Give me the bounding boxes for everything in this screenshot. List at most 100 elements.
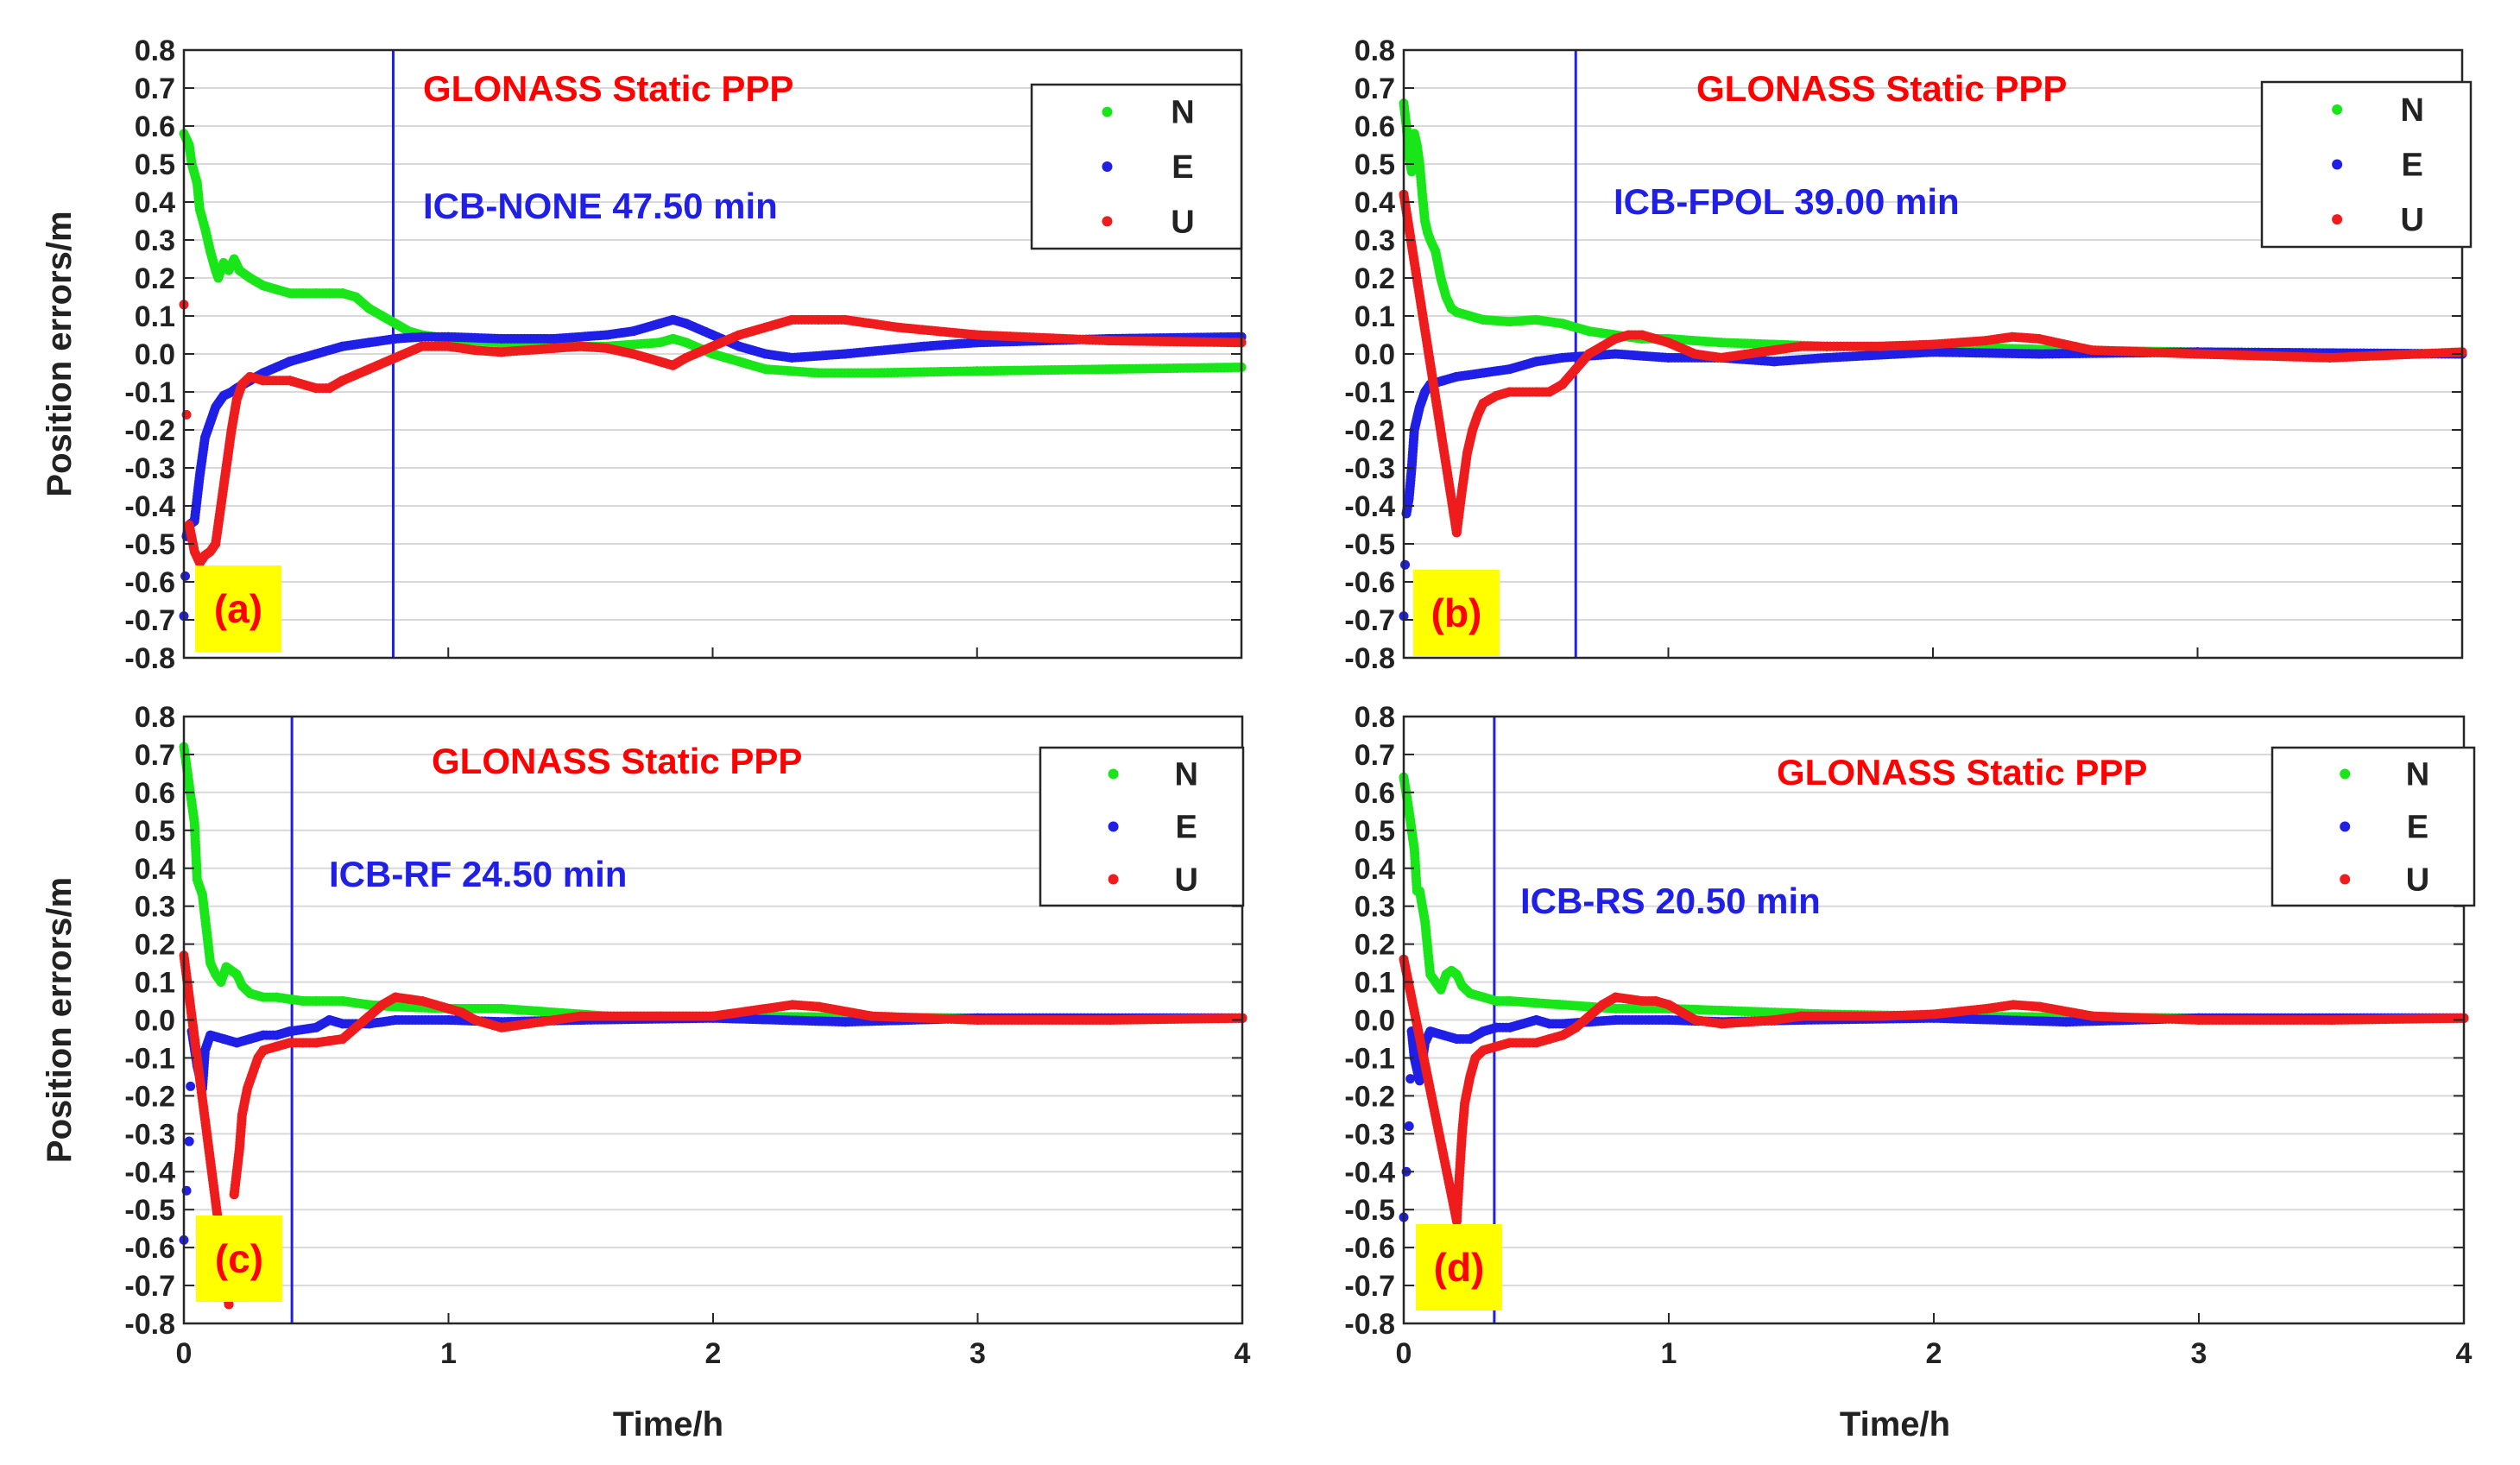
y-tick-label: 0.2 — [135, 262, 175, 295]
y-tick-label: -0.8 — [124, 642, 175, 675]
chart-title: GLONASS Static PPP — [1696, 68, 2067, 109]
y-tick-label: 0.7 — [135, 739, 175, 772]
legend-marker-E — [1102, 161, 1113, 172]
x-tick-label: 2 — [705, 1337, 722, 1370]
y-tick-label: 0.0 — [135, 1005, 175, 1038]
series-U — [1399, 189, 2467, 538]
y-tick-label: 0.4 — [135, 853, 175, 886]
y-axis-label: Position errors/m — [41, 211, 79, 496]
y-tick-label: 0.0 — [135, 338, 175, 371]
legend-label-E: E — [2402, 148, 2423, 184]
panel-label: (c) — [215, 1236, 263, 1281]
panel-label: (b) — [1431, 590, 1482, 635]
y-tick-label: -0.2 — [1344, 414, 1395, 447]
y-tick-label: -0.7 — [124, 604, 175, 637]
y-tick-label: 0.7 — [1355, 73, 1395, 105]
chart-panel-b: -0.8 -0.7 -0.6 -0.5 -0.4 -0.3 -0.2 -0.1 0.0 0.1 0.… — [1344, 35, 2473, 675]
legend-marker-N — [2332, 104, 2343, 115]
y-tick-label: -0.6 — [124, 1232, 175, 1265]
y-tick-label: 0.8 — [1355, 35, 1395, 67]
y-tick-label: -0.1 — [124, 1042, 175, 1075]
y-tick-label: 0.7 — [135, 73, 175, 105]
convergence-annotation: ICB-NONE 47.50 min — [423, 186, 778, 226]
chart-panel-a: -0.8 -0.7 -0.6 -0.5 -0.4 -0.3 -0.2 -0.1 0.0 0.1 0.… — [41, 35, 1247, 675]
legend-box — [2260, 80, 2473, 249]
y-tick-label: -0.8 — [1344, 642, 1395, 675]
y-tick-label: 0.6 — [135, 111, 175, 143]
legend-label-N: N — [1171, 95, 1194, 131]
legend-box — [1039, 746, 1245, 907]
legend-label-U: U — [2401, 202, 2424, 238]
legend: NEU — [2260, 80, 2473, 249]
y-tick-label: -0.5 — [1344, 528, 1395, 561]
x-tick-label: 3 — [969, 1337, 986, 1370]
convergence-annotation: ICB-FPOL 39.00 min — [1614, 181, 1960, 222]
series-U — [179, 300, 1247, 568]
panel-label-background — [195, 565, 281, 652]
data-point — [184, 1136, 194, 1146]
y-tick-label: 0.3 — [1355, 224, 1395, 257]
y-tick-label: -0.5 — [124, 1194, 175, 1227]
legend-label-N: N — [1174, 757, 1197, 793]
series-N — [179, 129, 1247, 378]
legend: NEU — [1039, 746, 1245, 907]
y-tick-label: 0.5 — [1355, 148, 1395, 181]
y-tick-label: 0.6 — [1355, 111, 1395, 143]
legend-marker-N — [1108, 768, 1119, 780]
y-tick-label: 0.4 — [135, 186, 175, 219]
data-point — [1404, 1121, 1414, 1132]
y-tick-label: 0.6 — [135, 777, 175, 810]
data-point — [180, 571, 191, 581]
legend-marker-E — [2332, 159, 2343, 170]
y-tick-label: -0.6 — [1344, 566, 1395, 599]
y-tick-label: -0.2 — [124, 414, 175, 447]
legend: NEU — [1030, 83, 1243, 250]
y-axis-label: Position errors/m — [41, 877, 79, 1163]
y-tick-label: -0.1 — [1344, 376, 1395, 409]
y-tick-label: 0.1 — [135, 967, 175, 1000]
y-tick-label: -0.3 — [124, 1118, 175, 1151]
y-tick-label: -0.7 — [1344, 604, 1395, 637]
legend-marker-U — [2332, 214, 2343, 225]
y-tick-label: 0.3 — [135, 891, 175, 924]
y-tick-label: -0.8 — [124, 1308, 175, 1341]
x-tick-label: 0 — [176, 1337, 193, 1370]
y-tick-label: 0.8 — [135, 35, 175, 67]
x-tick-label: 4 — [1235, 1337, 1251, 1370]
y-tick-label: 0.5 — [135, 148, 175, 181]
y-tick-label: 0.2 — [135, 929, 175, 962]
y-tick-label: 0.0 — [1355, 338, 1395, 371]
y-tick-label: -0.5 — [124, 528, 175, 561]
chart-title: GLONASS Static PPP — [432, 741, 802, 781]
legend-marker-U — [1108, 874, 1119, 885]
y-tick-label: 0.5 — [135, 815, 175, 848]
y-tick-label: 0.1 — [1355, 300, 1395, 333]
y-tick-label: -0.2 — [124, 1080, 175, 1113]
legend-marker-U — [1102, 216, 1113, 227]
y-tick-label: -0.4 — [124, 490, 175, 523]
legend-label-U: U — [1174, 862, 1197, 899]
y-tick-label: 0.1 — [135, 300, 175, 333]
y-tick-label: -0.6 — [124, 566, 175, 599]
legend-box — [1030, 83, 1243, 250]
legend-label-N: N — [2401, 92, 2424, 129]
y-tick-label: -0.3 — [124, 452, 175, 485]
y-tick-label: -0.1 — [124, 376, 175, 409]
y-tick-label: 0.8 — [135, 701, 175, 734]
x-tick-label: 1 — [440, 1337, 457, 1370]
y-tick-label: -0.3 — [1344, 452, 1395, 485]
y-tick-label: 0.2 — [1355, 262, 1395, 295]
y-tick-label: 0.4 — [1355, 186, 1395, 219]
y-tick-label: -0.7 — [124, 1270, 175, 1303]
legend-label-E: E — [1176, 810, 1197, 846]
y-tick-label: 0.3 — [135, 224, 175, 257]
data-point — [186, 1081, 196, 1091]
y-tick-label: -0.4 — [1344, 490, 1395, 523]
y-tick-label: -0.4 — [124, 1156, 175, 1189]
chart-title: GLONASS Static PPP — [423, 68, 793, 109]
legend-label-U: U — [1171, 204, 1194, 240]
legend-marker-E — [1108, 821, 1119, 832]
data-point — [1400, 559, 1411, 570]
